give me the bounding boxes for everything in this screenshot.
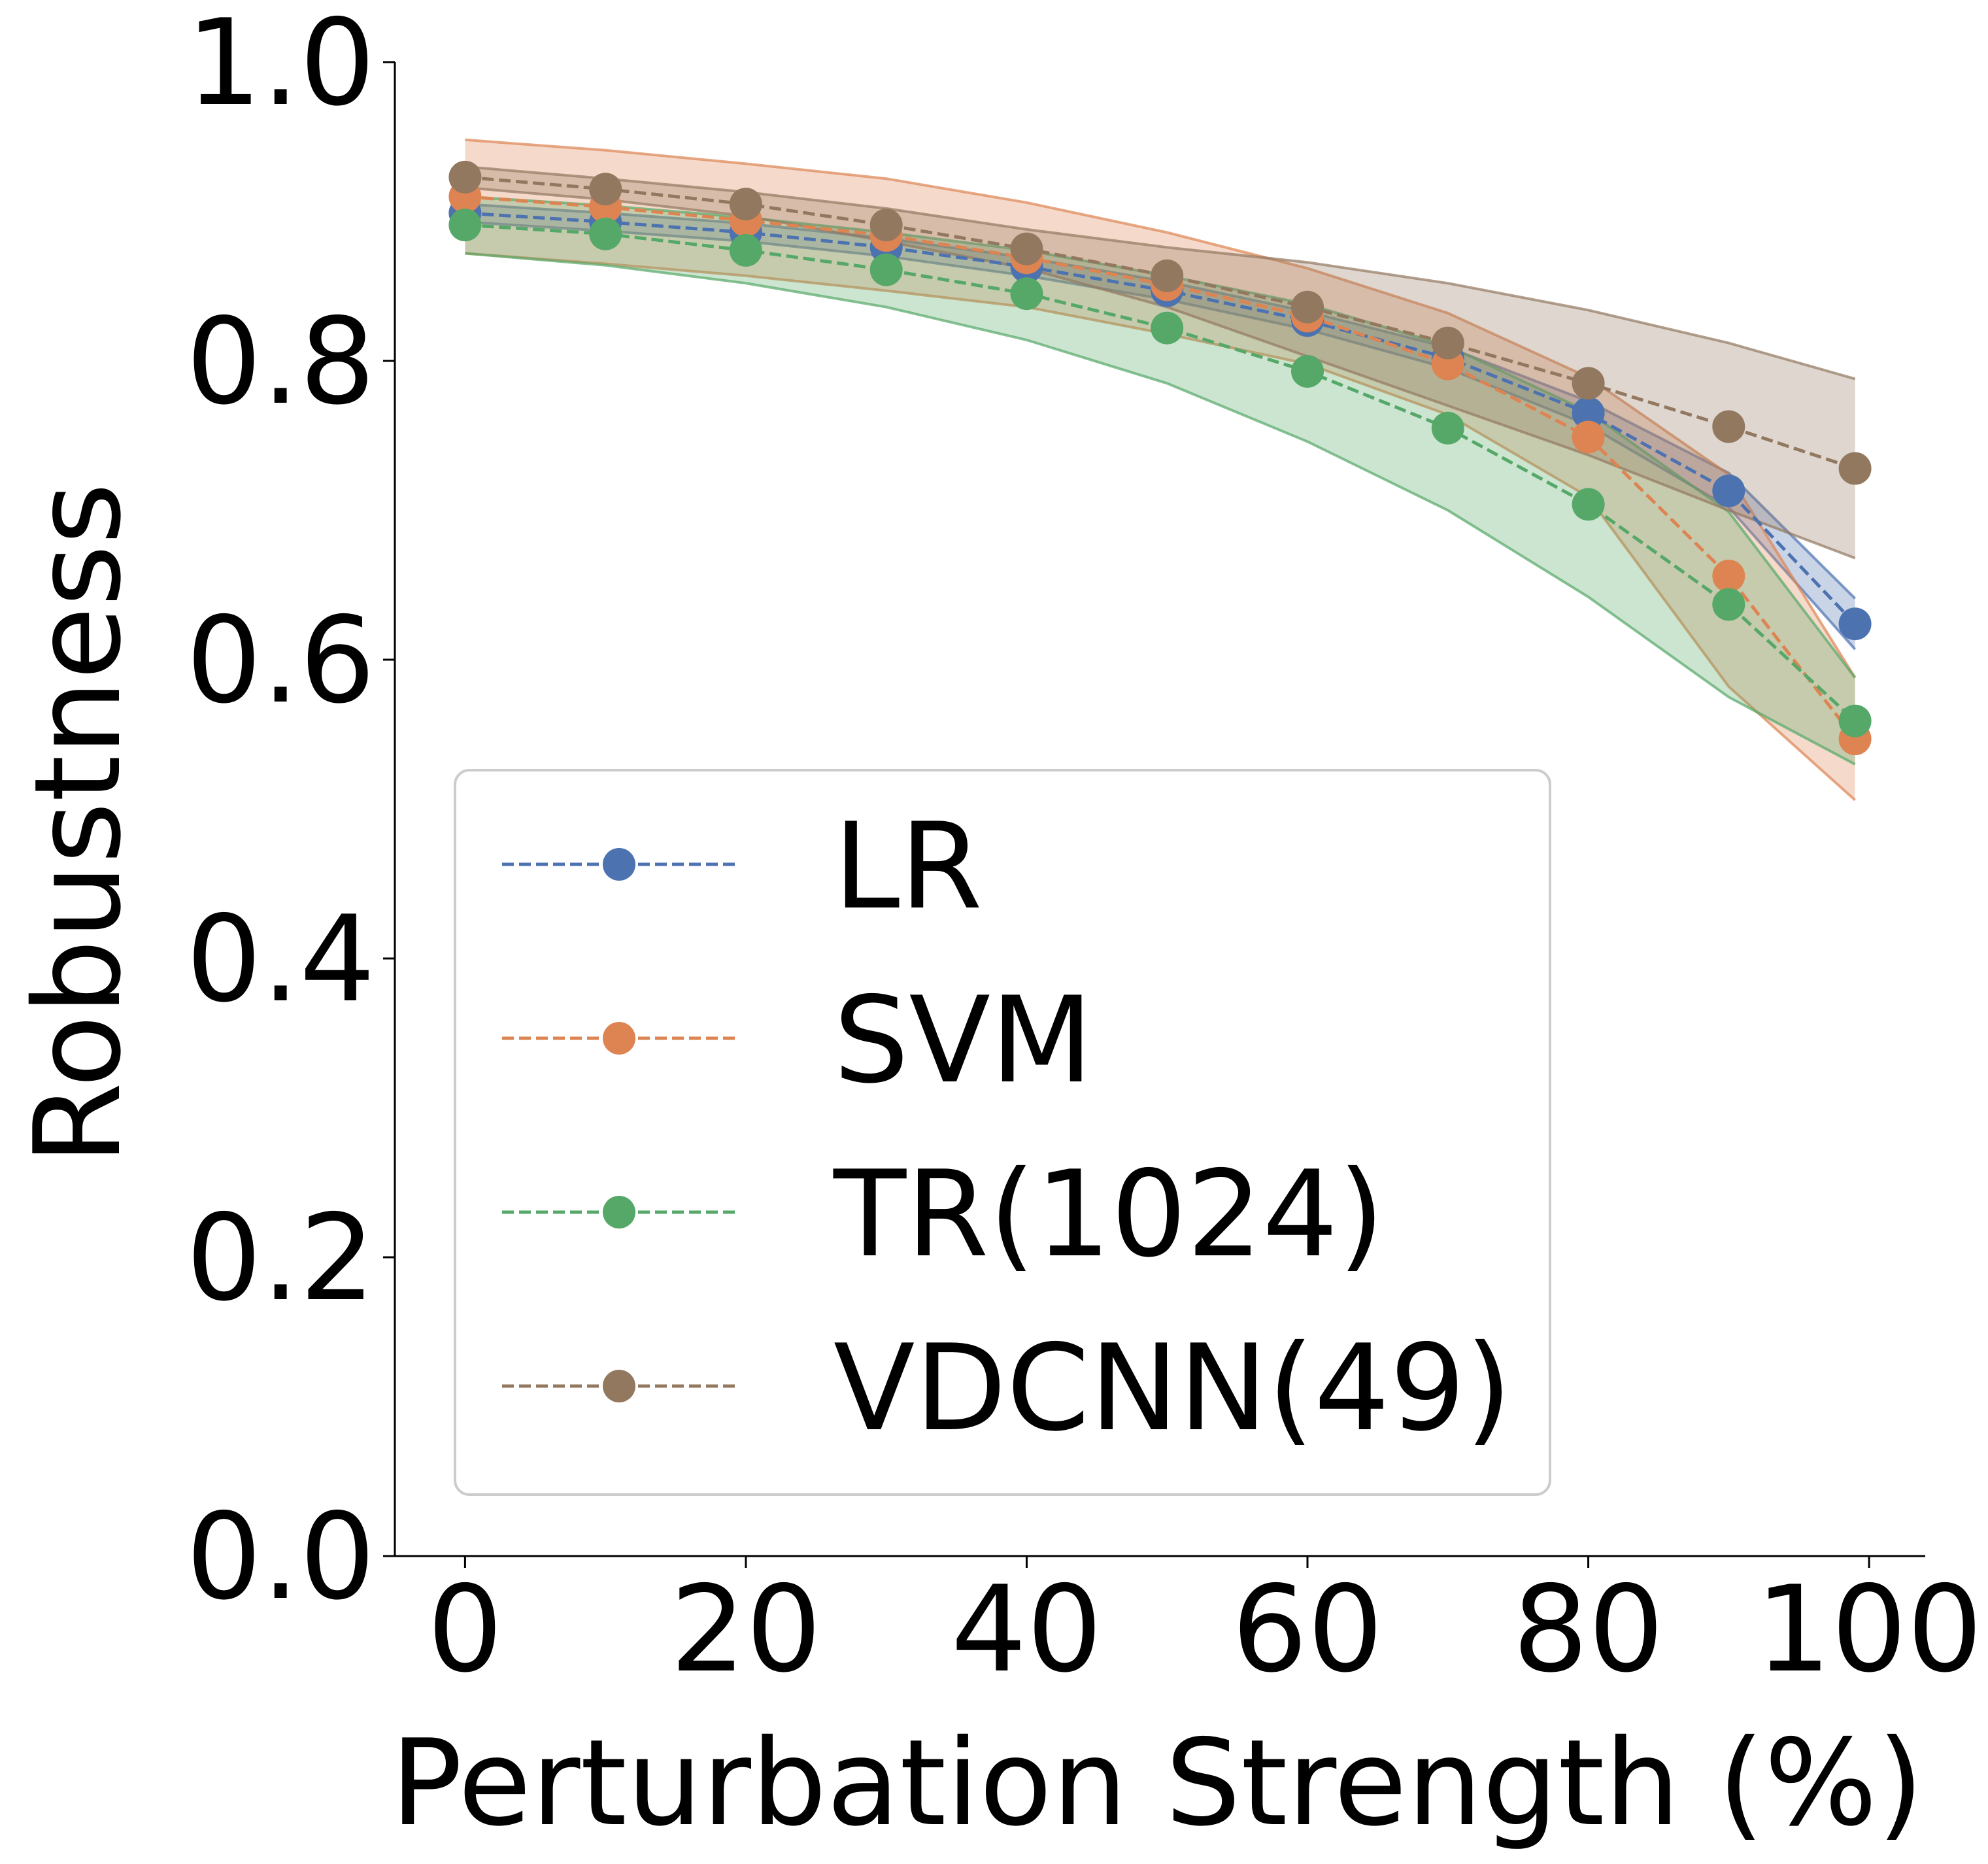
band-tr-1024 [465,196,1855,764]
legend-box [454,769,1551,1496]
x-axis-label: Perturbation Strength (%) [390,1714,1923,1852]
confidence-bands [465,138,1857,802]
legend-marker-tr-1024 [603,1196,635,1229]
y-axis-label: Robustness [8,483,147,1165]
x-tick-label-60: 60 [1232,1560,1383,1699]
legend-marker-svm [603,1022,635,1055]
point-tr-1024-0 [448,209,482,242]
point-tr-1024-50 [1151,311,1184,345]
x-tick-label-20: 20 [670,1560,822,1699]
y-tick-label-1: 1.0 [186,0,375,132]
point-vdcnn-49-99 [1838,452,1872,485]
band-lower-edge-vdcnn-49 [465,186,1856,560]
point-tr-1024-10 [589,217,622,250]
point-lr-80 [1572,397,1605,430]
point-lr-90 [1712,474,1745,507]
y-tick-label-0: 0.0 [186,1487,375,1626]
point-tr-1024-20 [729,233,762,267]
point-vdcnn-49-10 [589,173,622,206]
legend-label-lr: LR [834,797,983,936]
band-upper-edge-vdcnn-49 [465,165,1856,381]
x-ticks: 0 20 40 60 80 100 [427,1556,1983,1699]
point-tr-1024-60 [1291,355,1324,388]
point-tr-1024-30 [869,253,903,286]
point-svm-80 [1572,420,1605,454]
series-markers [448,160,1872,756]
x-tick-label-80: 80 [1513,1560,1664,1699]
line-vdcnn-49 [465,175,1856,470]
legend-marker-vdcnn-49 [603,1370,635,1402]
point-tr-1024-90 [1712,588,1745,621]
point-vdcnn-49-20 [729,188,762,221]
point-lr-99 [1838,607,1872,641]
line-tr-1024 [465,223,1857,722]
y-tick-label-0.2: 0.2 [186,1189,375,1327]
legend-label-vdcnn-49: VDCNN(49) [834,1319,1512,1457]
point-tr-1024-70 [1431,411,1464,445]
point-vdcnn-49-60 [1291,290,1324,324]
legend-label-svm: SVM [834,971,1093,1110]
point-vdcnn-49-80 [1572,367,1605,400]
point-svm-90 [1712,560,1745,592]
point-tr-1024-80 [1572,488,1605,521]
y-ticks: 0.0 0.2 0.4 0.6 0.8 1.0 [186,0,395,1626]
legend-label-tr-1024: TR(1024) [833,1145,1385,1283]
point-vdcnn-49-70 [1431,326,1464,360]
y-tick-label-0.4: 0.4 [186,890,375,1028]
legend: LR SVM TR(1024) VDCNN(49) [454,769,1551,1496]
y-tick-label-0.6: 0.6 [186,591,375,730]
point-vdcnn-49-30 [869,209,903,242]
y-tick-label-0.8: 0.8 [186,292,375,431]
x-tick-label-0: 0 [427,1560,503,1699]
axes [394,62,1925,1557]
band-lower-edge-tr-1024 [465,252,1856,766]
band-vdcnn-49 [465,166,1855,558]
x-tick-label-100: 100 [1755,1560,1982,1699]
point-vdcnn-49-0 [448,160,482,194]
point-vdcnn-49-50 [1151,259,1184,292]
point-tr-1024-99 [1838,704,1872,737]
point-vdcnn-49-90 [1712,410,1745,443]
point-vdcnn-49-40 [1010,232,1043,265]
legend-marker-lr [603,848,635,881]
band-upper-edge-svm [465,138,1857,679]
point-tr-1024-40 [1010,277,1043,311]
x-tick-label-40: 40 [951,1560,1103,1699]
